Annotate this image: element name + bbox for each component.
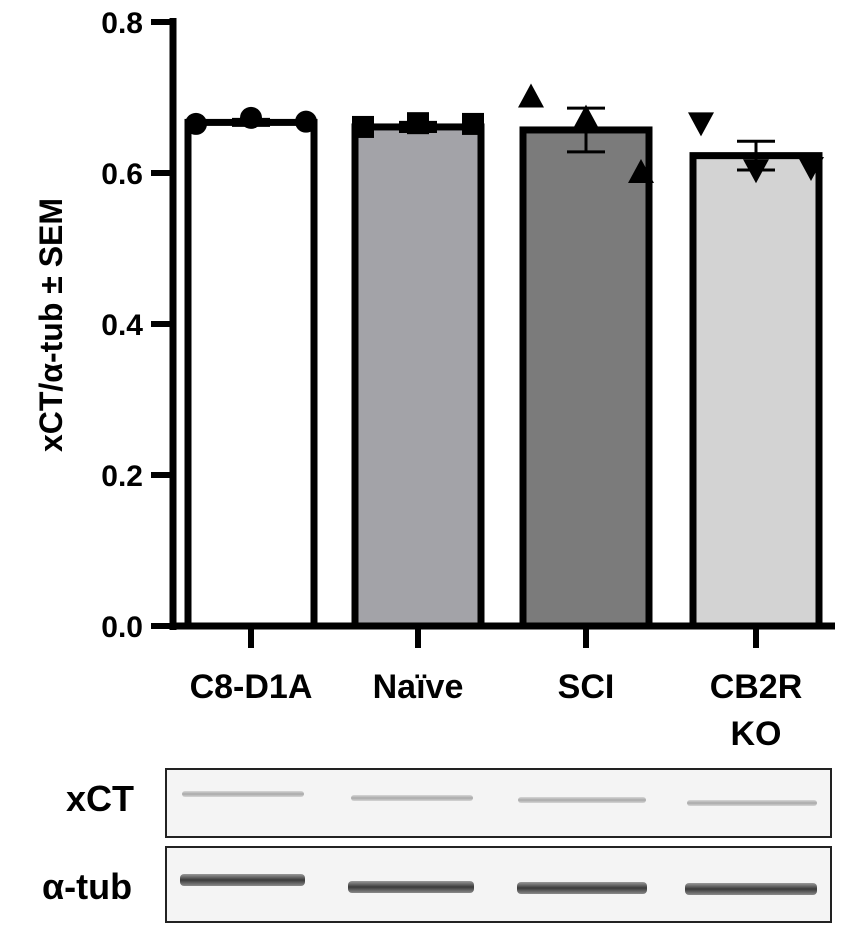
bars	[184, 118, 823, 630]
data-point	[352, 115, 374, 138]
y-axis: 0.0 0.2 0.4 0.6 0.8	[101, 7, 177, 644]
blot-band	[518, 797, 646, 803]
x-axis: C8-D1A Naïve SCI CB2R KO	[170, 622, 835, 753]
y-tick-label: 0.0	[101, 611, 143, 644]
bar	[184, 118, 318, 630]
data-point	[628, 159, 654, 183]
blot-band	[180, 874, 305, 886]
bar	[351, 123, 485, 630]
bar	[519, 126, 653, 630]
bar-chart: 0.0 0.2 0.4 0.6 0.8 C8-D1A Naïve SCI CB2R KO xCT…	[33, 7, 835, 753]
y-tick-label: 0.2	[101, 460, 143, 493]
blot-band	[517, 882, 647, 894]
blot-label-tub: α-tub	[42, 866, 133, 907]
data-point	[295, 110, 317, 133]
blot-panel-xct	[165, 768, 832, 838]
y-tick-label: 0.6	[101, 158, 143, 191]
blot-label-xct: xCT	[66, 778, 135, 819]
blot-panel-tub	[165, 846, 832, 923]
blot-band	[348, 881, 474, 893]
data-point	[185, 112, 207, 135]
blot-band	[687, 800, 817, 806]
x-tick-label: C8-D1A	[190, 668, 313, 706]
bar	[689, 152, 823, 630]
data-point	[798, 156, 824, 181]
data-point	[518, 83, 544, 108]
blot-band	[685, 883, 817, 895]
x-tick-label: Naïve	[373, 668, 464, 706]
data-point	[573, 104, 599, 129]
data-point	[688, 112, 714, 137]
data-point	[462, 112, 484, 135]
y-axis-label: xCT/α-tub ± SEM	[33, 198, 69, 452]
blot-band	[182, 791, 304, 797]
data-point	[407, 112, 429, 135]
x-tick-label: CB2R KO	[710, 668, 803, 753]
x-tick-label: SCI	[558, 668, 615, 706]
data-points	[185, 83, 824, 184]
y-tick-label: 0.8	[101, 7, 143, 40]
y-tick-label: 0.4	[101, 309, 143, 342]
data-point	[240, 106, 262, 129]
data-point	[743, 159, 769, 184]
blot-band	[351, 795, 473, 801]
